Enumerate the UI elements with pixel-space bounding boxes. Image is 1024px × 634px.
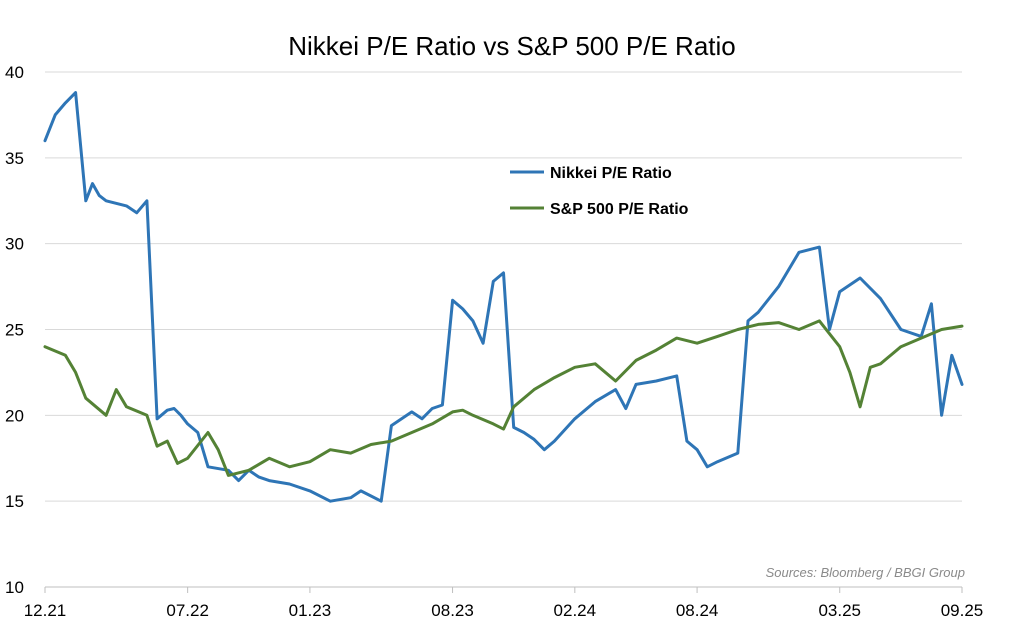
grid-lines (44, 71, 963, 593)
x-tick-label: 07.22 (166, 601, 209, 620)
series-line-nikkei (43, 91, 964, 503)
x-axis-tick-labels: 12.21 07.22 01.23 08.23 02.24 08.24 03.25 09.25 (24, 601, 984, 620)
x-tick-label: 08.23 (431, 601, 474, 620)
series-lines (43, 91, 964, 503)
chart-title: Nikkei P/E Ratio vs S&P 500 P/E Ratio (288, 31, 736, 61)
x-tick-label: 09.25 (941, 601, 984, 620)
legend-label: S&P 500 P/E Ratio (550, 201, 689, 218)
y-tick-label-20: 20 (5, 406, 24, 425)
y-tick-label-30: 30 (5, 235, 24, 254)
y-tick-label-15: 15 (5, 492, 24, 511)
y-tick-label-10: 10 (5, 578, 24, 597)
x-tick-label: 02.24 (554, 601, 597, 620)
y-axis-tick-labels: 10 15 20 25 30 35 40 (5, 63, 24, 597)
y-tick-label-25: 25 (5, 321, 24, 340)
y-tick-label-40: 40 (5, 63, 24, 82)
y-tick-label-35: 35 (5, 149, 24, 168)
x-tick-label: 03.25 (818, 601, 861, 620)
x-tick-label: 01.23 (289, 601, 332, 620)
chart-legend: Nikkei P/E Ratio S&P 500 P/E Ratio (510, 165, 689, 218)
legend-label: Nikkei P/E Ratio (550, 165, 672, 182)
x-tick-label: 08.24 (676, 601, 719, 620)
x-tick-label: 12.21 (24, 601, 67, 620)
series-line-sp500 (43, 319, 964, 477)
source-note: Sources: Bloomberg / BBGI Group (766, 565, 965, 580)
